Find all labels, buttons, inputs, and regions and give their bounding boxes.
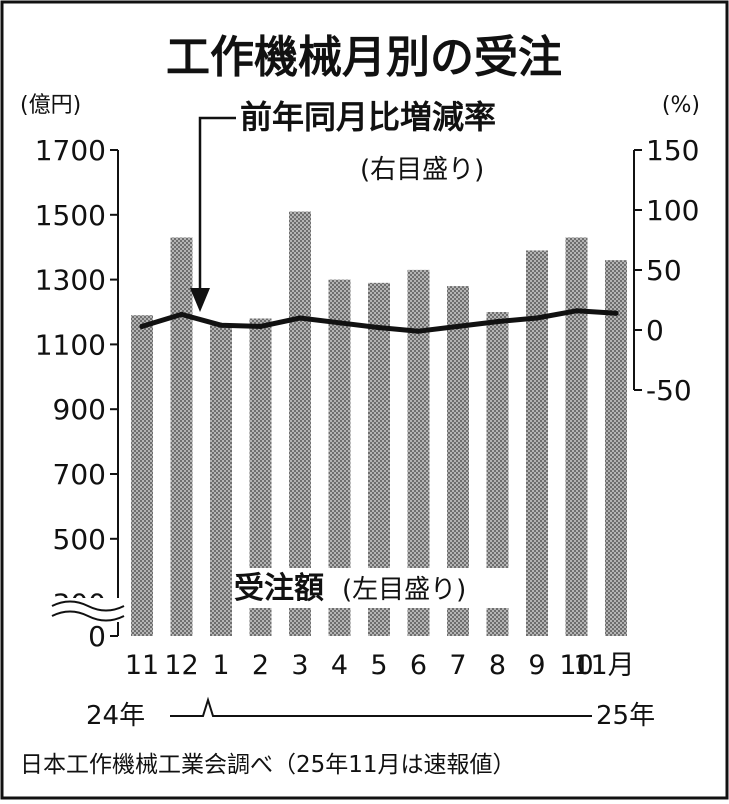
line-point-9 — [494, 319, 501, 325]
bar-2 — [210, 324, 232, 636]
line-series-legend: 前年同月比増減率 (右目盛り) — [190, 98, 496, 312]
line-point-1 — [178, 311, 185, 317]
line-point-11 — [573, 308, 580, 314]
x-tick-label-8: 7 — [449, 650, 466, 681]
right-tick-label-3: 0 — [646, 314, 664, 347]
x-tick-label-9: 8 — [489, 650, 506, 681]
line-point-4 — [297, 315, 303, 321]
line-point-6 — [376, 325, 382, 331]
right-axis-unit: (%) — [662, 93, 700, 118]
bars-layer — [131, 211, 627, 637]
left-tick-label-0: 1700 — [35, 134, 106, 167]
left-tick-label-2: 1300 — [35, 264, 106, 297]
line-layer — [139, 308, 619, 334]
right-tick-label-2: 50 — [646, 254, 682, 287]
line-series-name: 前年同月比増減率 — [240, 98, 496, 136]
axis-break-wave-bottom — [51, 610, 125, 622]
left-tick-label-3: 1100 — [35, 328, 106, 361]
bar-5 — [328, 279, 351, 636]
bar-series-legend: 受注額 (左目盛り) — [232, 568, 522, 608]
bar-legend-bg — [232, 568, 340, 608]
axes-layer: 17001500130011009007005003000150100500-5… — [35, 134, 700, 653]
x-tick-label-10: 9 — [528, 650, 545, 681]
bar-7 — [407, 269, 430, 636]
bar-8 — [447, 286, 469, 636]
line-point-8 — [455, 323, 461, 329]
year-divider-line — [170, 696, 592, 717]
x-tick-label-3: 2 — [252, 650, 269, 681]
x-tick-label-7: 6 — [410, 650, 427, 681]
right-tick-label-4: -50 — [646, 374, 692, 407]
bar-3 — [249, 318, 272, 636]
x-tick-label-4: 3 — [291, 650, 308, 681]
bar-9 — [486, 312, 509, 636]
line-point-12 — [613, 310, 619, 316]
bar-series-scale-note: (左目盛り) — [342, 575, 466, 605]
axis-break-wave-top — [51, 600, 125, 612]
bar-6 — [368, 282, 390, 636]
year-label-end: 25年 — [596, 701, 655, 731]
line-point-2 — [218, 322, 224, 328]
left-tick-label-4: 900 — [53, 393, 106, 426]
x-tick-label-11: 10 — [559, 650, 593, 681]
line-point-3 — [257, 323, 264, 329]
bar-series-name: 受注額 — [234, 571, 324, 606]
left-axis-unit: (億円) — [20, 93, 81, 118]
bar-10 — [526, 250, 548, 636]
left-tick-label-1: 1500 — [35, 199, 106, 232]
x-tick-label-0: 11 — [125, 650, 159, 681]
year-label-start: 24年 — [86, 701, 145, 731]
line-series-scale-note: (右目盛り) — [360, 155, 484, 185]
right-tick-label-1: 100 — [646, 194, 699, 227]
right-tick-label-0: 150 — [646, 134, 699, 167]
legend-pointer-line — [198, 116, 236, 302]
x-tick-label-6: 5 — [370, 650, 387, 681]
x-tick-label-5: 4 — [331, 650, 348, 681]
bar-12 — [605, 260, 627, 636]
x-tick-label-2: 1 — [212, 650, 229, 681]
left-tick-label-5: 700 — [53, 458, 106, 491]
left-tick-label-6: 500 — [53, 523, 106, 556]
x-tick-label-1: 12 — [164, 650, 198, 681]
year-timeline: 24年 25年 — [86, 696, 655, 731]
axis-break-mark — [50, 598, 130, 622]
line-point-0 — [139, 323, 145, 329]
source-note: 日本工作機械工業会調べ（25年11月は速報値） — [20, 752, 516, 778]
x-tick-label-12: 11月 — [573, 650, 634, 681]
bar-1 — [170, 237, 193, 637]
legend-pointer-arrow-icon — [190, 288, 210, 312]
bar-11 — [565, 237, 588, 637]
line-point-10 — [534, 315, 540, 321]
bar-0 — [131, 315, 153, 636]
line-point-7 — [415, 328, 422, 334]
bar-legend-note-bg — [340, 568, 522, 608]
line-point-5 — [336, 320, 343, 326]
left-tick-label-8: 0 — [88, 620, 106, 653]
chart-title: 工作機械月別の受注 — [166, 32, 562, 83]
